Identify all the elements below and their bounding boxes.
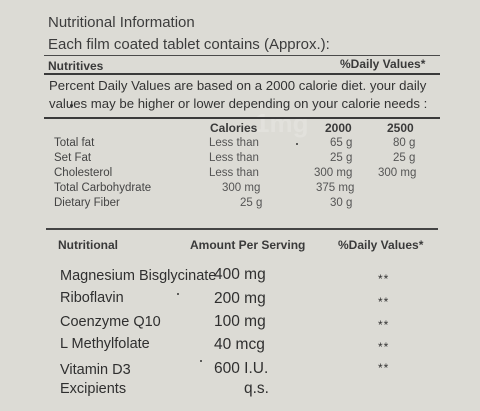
calories-column-header: Calories — [210, 121, 258, 135]
calorie-row-2000: 30 g — [330, 197, 353, 209]
nutrient-name: L Methylfolate — [60, 336, 150, 352]
column-header-2000: 2000 — [325, 121, 352, 135]
print-speck — [177, 293, 179, 295]
label-title: Nutritional Information — [48, 14, 195, 31]
nutrient-daily-value: ** — [378, 361, 390, 375]
nutrient-name: Riboflavin — [60, 290, 124, 306]
print-speck — [200, 360, 202, 362]
daily-values-note-box — [44, 73, 440, 119]
calorie-row-limit: Less than — [209, 137, 259, 149]
nutrient-amount: 100 mg — [214, 313, 266, 330]
column-header-2500: 2500 — [387, 121, 414, 135]
top-divider — [44, 55, 440, 56]
calorie-row-2500: 300 mg — [378, 167, 417, 179]
nutrient-daily-value: ** — [378, 272, 390, 286]
section-divider — [46, 228, 438, 230]
calorie-row-limit: 300 mg — [222, 182, 261, 194]
nutrient-amount: 400 mg — [214, 266, 266, 283]
calorie-row-limit: Less than — [209, 152, 259, 164]
nutritional-column-header: Nutritional — [58, 238, 118, 252]
daily-values-note-line-1: Percent Daily Values are based on a 2000… — [49, 78, 427, 93]
nutrient-daily-value: ** — [378, 318, 390, 332]
nutrient-daily-value: ** — [378, 295, 390, 309]
label-subtitle: Each film coated tablet contains (Approx… — [48, 36, 330, 53]
calorie-row-name: Total Carbohydrate — [54, 182, 152, 194]
daily-values-heading: %Daily Values* — [340, 57, 426, 71]
print-speck — [70, 104, 73, 107]
nutrient-amount: 200 mg — [214, 290, 266, 307]
calorie-row-name: Total fat — [54, 137, 95, 149]
nutrient-name: Coenzyme Q10 — [60, 314, 161, 330]
watermark-logo: 1mg — [255, 108, 309, 138]
calorie-row-2000: 375 mg — [316, 182, 355, 194]
daily-values-note-line-2: values may be higher or lower depending … — [49, 96, 428, 111]
nutrient-name: Magnesium Bisglycinate — [60, 268, 217, 284]
nutrient-amount: 600 I.U. — [214, 360, 269, 377]
daily-values-column-header: %Daily Values* — [338, 238, 424, 252]
nutrient-daily-value: ** — [378, 340, 390, 354]
nutritives-heading: Nutritives — [48, 59, 104, 73]
calorie-row-2000: 25 g — [330, 152, 353, 164]
nutrient-name: Vitamin D3 — [60, 362, 131, 378]
nutrient-name: Excipients — [60, 381, 127, 397]
amount-column-header: Amount Per Serving — [190, 238, 306, 252]
calorie-row-name: Set Fat — [54, 152, 92, 164]
calorie-row-name: Dietary Fiber — [54, 197, 120, 209]
calorie-row-2500: 80 g — [393, 137, 416, 149]
calorie-row-limit: Less than — [209, 167, 259, 179]
calorie-row-2500: 25 g — [393, 152, 416, 164]
calorie-row-2000: 65 g — [330, 137, 353, 149]
calorie-row-limit: 25 g — [240, 197, 263, 209]
print-speck — [296, 143, 298, 145]
nutrient-amount: 40 mcg — [214, 336, 265, 353]
calorie-row-2000: 300 mg — [314, 167, 353, 179]
nutrient-amount: q.s. — [244, 380, 269, 397]
calorie-row-name: Cholesterol — [54, 167, 113, 179]
